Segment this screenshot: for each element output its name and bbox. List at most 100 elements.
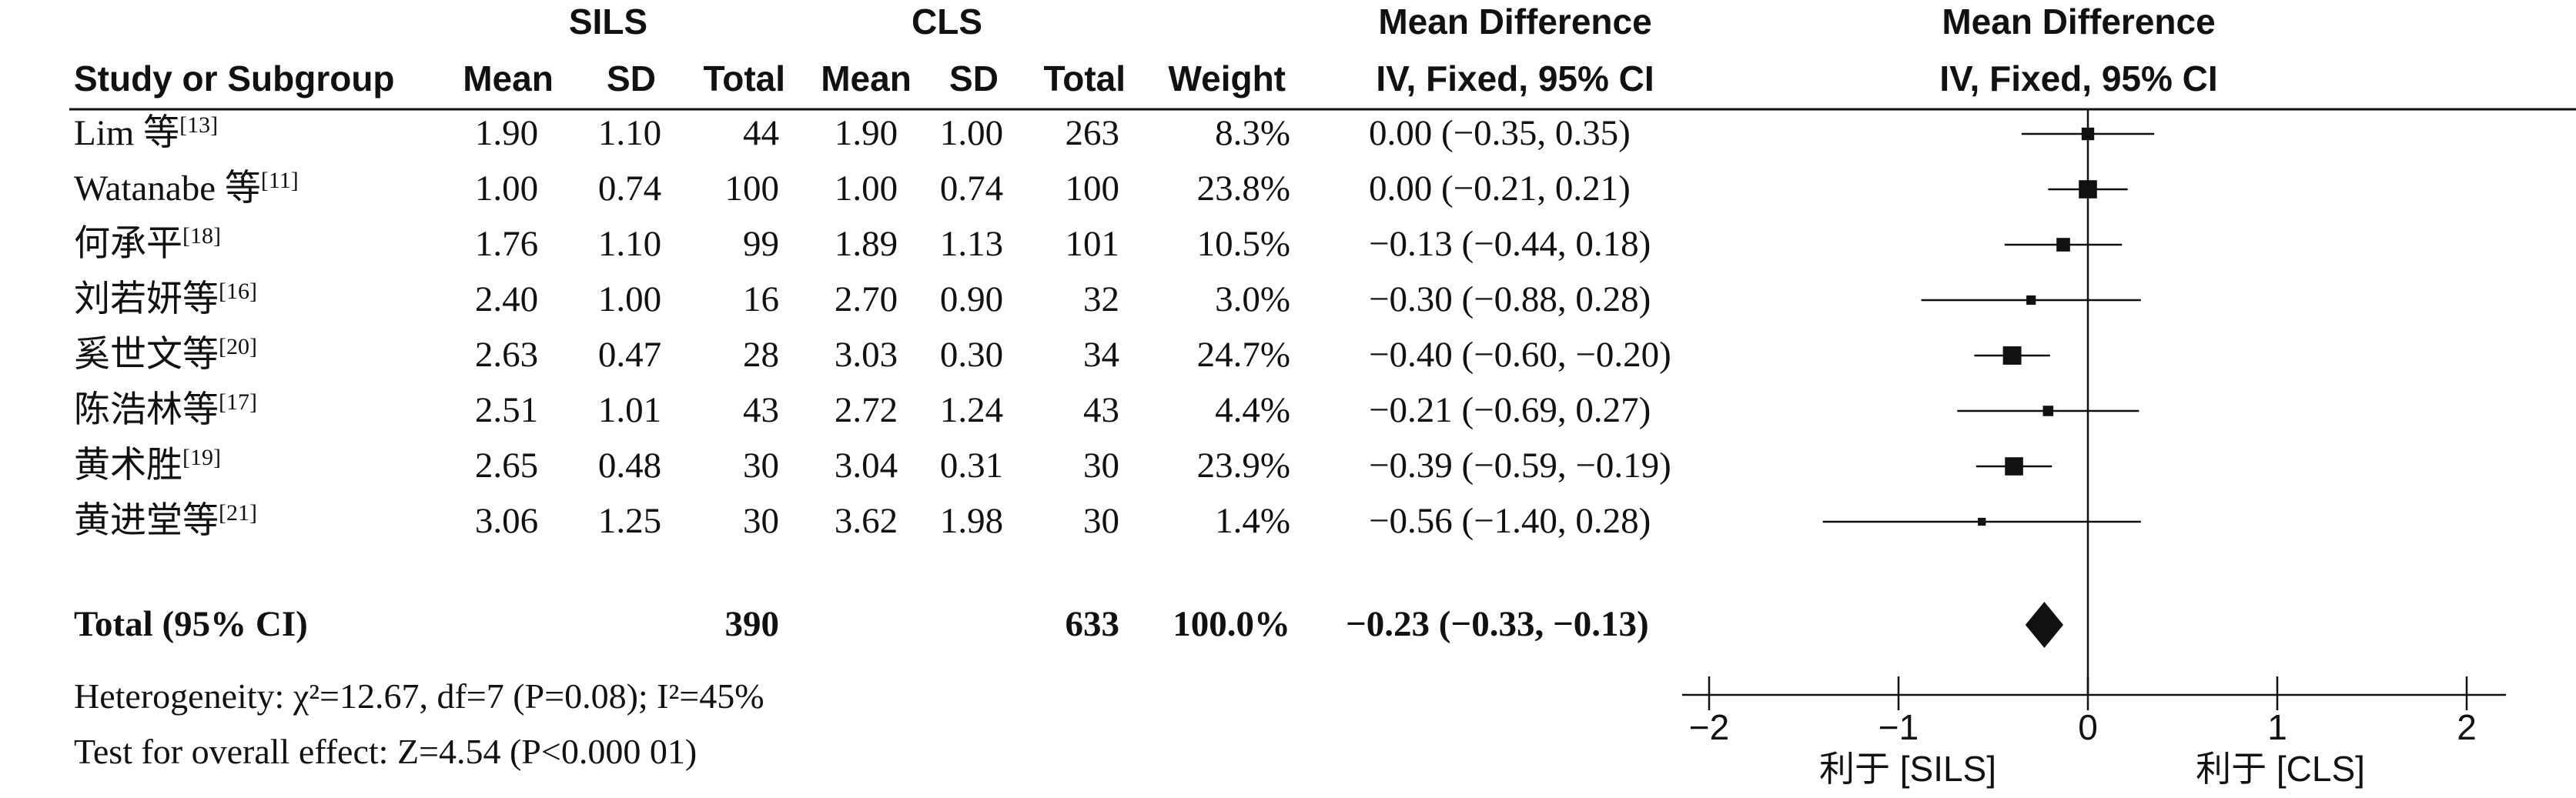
total-sils: 43 — [743, 390, 779, 430]
header-effect-title: Mean Difference — [1378, 2, 1651, 42]
study-row: 黄进堂等[21] 3.06 1.25 30 3.62 1.98 30 1.4% −0.56 (−… — [74, 500, 1651, 541]
header-group2: CLS — [912, 2, 982, 42]
weight-value: 3.0% — [1215, 279, 1290, 319]
header-total-1: Total — [704, 58, 785, 98]
study-name: Watanabe 等[11] — [74, 168, 299, 209]
ci-text: 0.00 (−0.21, 0.21) — [1369, 169, 1631, 209]
study-name: 奚世文等[20] — [74, 334, 257, 375]
effect-square — [2005, 457, 2023, 476]
total-sils: 99 — [743, 224, 779, 264]
study-row: 刘若妍等[16] 2.40 1.00 16 2.70 0.90 32 3.0% −0.30 (−… — [74, 279, 1651, 319]
header-plot-title: Mean Difference — [1942, 2, 2215, 42]
header-sd-1: SD — [607, 58, 656, 98]
weight-value: 1.4% — [1215, 501, 1290, 541]
header-effect-subtitle: IV, Fixed, 95% CI — [1376, 58, 1654, 98]
mean-cls: 3.62 — [835, 501, 898, 541]
header-plot-subtitle: IV, Fixed, 95% CI — [1939, 58, 2217, 98]
total-sils: 30 — [743, 446, 779, 486]
total-sils: 44 — [743, 113, 779, 153]
ci-text: −0.56 (−1.40, 0.28) — [1369, 501, 1651, 541]
effect-square — [1978, 517, 1986, 526]
mean-cls: 1.00 — [835, 169, 898, 209]
total-sils: 30 — [743, 501, 779, 541]
mean-sils: 2.65 — [475, 446, 538, 486]
study-name: Lim 等[13] — [74, 112, 218, 153]
x-tick-label: 0 — [2078, 707, 2098, 747]
study-row: 陈浩林等[17] 2.51 1.01 43 2.72 1.24 43 4.4% −0.21 (−… — [74, 389, 1651, 430]
mean-sils: 2.40 — [475, 279, 538, 319]
mean-cls: 3.04 — [835, 446, 898, 486]
mean-cls: 1.90 — [835, 113, 898, 153]
effect-square — [2026, 295, 2036, 306]
x-tick-label: 2 — [2457, 707, 2477, 747]
header-sd-2: SD — [949, 58, 999, 98]
weight-value: 23.9% — [1197, 446, 1290, 486]
study-row: Lim 等[13] 1.90 1.10 44 1.90 1.00 263 8.3% 0.00 (… — [74, 112, 1631, 153]
study-row: 何承平[18] 1.76 1.10 99 1.89 1.13 101 10.5% −0.13 (… — [74, 223, 1651, 264]
total-cls: 32 — [1083, 279, 1119, 319]
total-sils: 16 — [743, 279, 779, 319]
total-cls: 34 — [1083, 335, 1119, 375]
total-sils: 28 — [743, 335, 779, 375]
sd-sils: 1.25 — [598, 501, 661, 541]
weight-value: 8.3% — [1215, 113, 1290, 153]
header-group1: SILS — [569, 2, 647, 42]
total-cls: 30 — [1083, 446, 1119, 486]
sd-cls: 0.74 — [940, 169, 1003, 209]
ci-text: −0.30 (−0.88, 0.28) — [1369, 279, 1651, 319]
sd-sils: 0.48 — [598, 446, 661, 486]
total-ci: −0.23 (−0.33, −0.13) — [1346, 604, 1649, 644]
total-cls: 100 — [1066, 169, 1120, 209]
x-tick-label: 1 — [2267, 707, 2287, 747]
weight-value: 10.5% — [1197, 224, 1290, 264]
total-cls: 43 — [1083, 390, 1119, 430]
study-name: 黄进堂等[21] — [74, 500, 257, 541]
ci-text: −0.39 (−0.59, −0.19) — [1369, 446, 1671, 486]
mean-sils: 2.51 — [475, 390, 538, 430]
mean-cls: 2.70 — [835, 279, 898, 319]
mean-sils: 3.06 — [475, 501, 538, 541]
sd-cls: 1.13 — [940, 224, 1003, 264]
mean-sils: 2.63 — [475, 335, 538, 375]
total-label: Total (95% CI) — [74, 604, 308, 644]
plot-area: −2 −1 0 1 2 — [1682, 109, 2506, 747]
mean-cls: 2.72 — [835, 390, 898, 430]
weight-value: 4.4% — [1215, 390, 1290, 430]
mean-sils: 1.76 — [475, 224, 538, 264]
ci-text: −0.40 (−0.60, −0.20) — [1369, 335, 1671, 375]
header-total-2: Total — [1044, 58, 1126, 98]
study-name: 陈浩林等[17] — [74, 389, 257, 430]
total-n2: 633 — [1066, 604, 1120, 644]
total-cls: 101 — [1066, 224, 1120, 264]
sd-sils: 1.10 — [598, 113, 661, 153]
study-rows: Lim 等[13] 1.90 1.10 44 1.90 1.00 263 8.3% 0.00 (… — [74, 112, 1671, 541]
study-row: 黄术胜[19] 2.65 0.48 30 3.04 0.31 30 23.9% −0.39 (−… — [74, 445, 1671, 486]
sd-cls: 1.24 — [940, 390, 1003, 430]
header-mean-1: Mean — [463, 58, 554, 98]
study-row: 奚世文等[20] 2.63 0.47 28 3.03 0.30 34 24.7% −0.40 (… — [74, 334, 1671, 375]
sd-cls: 1.00 — [940, 113, 1003, 153]
ci-text: −0.21 (−0.69, 0.27) — [1369, 390, 1651, 430]
weight-value: 24.7% — [1197, 335, 1290, 375]
heterogeneity-text: Heterogeneity: χ²=12.67, df=7 (P=0.08); … — [74, 676, 764, 716]
mean-sils: 1.00 — [475, 169, 538, 209]
sd-cls: 1.98 — [940, 501, 1003, 541]
x-tick-label: −2 — [1689, 707, 1729, 747]
study-name: 黄术胜[19] — [74, 445, 221, 486]
ci-text: −0.13 (−0.44, 0.18) — [1369, 224, 1651, 264]
total-weight: 100.0% — [1173, 604, 1290, 644]
sd-cls: 0.90 — [940, 279, 1003, 319]
weight-value: 23.8% — [1197, 169, 1290, 209]
total-cls: 263 — [1066, 113, 1120, 153]
mean-cls: 1.89 — [835, 224, 898, 264]
favours-right-label: 利于 [CLS] — [2196, 749, 2365, 789]
effect-square — [2002, 346, 2022, 365]
sd-sils: 0.74 — [598, 169, 661, 209]
sd-cls: 0.31 — [940, 446, 1003, 486]
mean-sils: 1.90 — [475, 113, 538, 153]
header-weight: Weight — [1169, 58, 1286, 98]
x-tick-label: −1 — [1878, 707, 1919, 747]
sd-sils: 0.47 — [598, 335, 661, 375]
study-name: 刘若妍等[16] — [74, 279, 257, 319]
